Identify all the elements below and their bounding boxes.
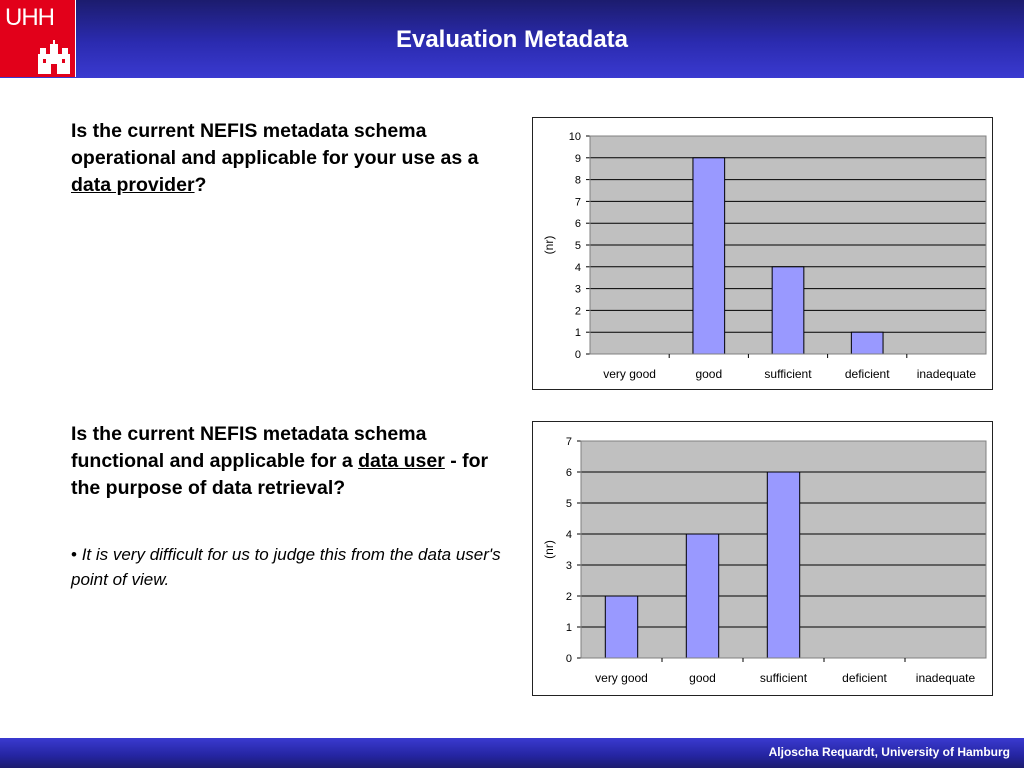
- y-tick-label: 3: [566, 560, 572, 572]
- note-paragraph: • It is very difficult for us to judge t…: [71, 542, 511, 592]
- question1-underlined: data provider: [71, 174, 195, 196]
- chart-data-provider-svg: 0 1 2 3 4 5 6 7 8 9 10 very good good sufficient defic…: [542, 131, 987, 381]
- y-tick-label: 4: [566, 529, 572, 541]
- logo-text: UHH: [5, 4, 55, 31]
- bar-deficient: [850, 331, 884, 355]
- y-tick-label: 1: [575, 327, 581, 339]
- header-bar: UHH Evaluation Metadata: [0, 0, 1024, 78]
- footer-credit: Aljoscha Requardt, University of Hamburg: [768, 745, 1010, 759]
- x-category-label: sufficient: [764, 367, 812, 381]
- y-tick-label: 7: [566, 436, 572, 448]
- bar-sufficient: [766, 471, 801, 659]
- plot-border: [580, 440, 987, 659]
- question2-end: - for the purpose of data retrieval?: [71, 450, 489, 499]
- y-tick-label: 10: [569, 131, 581, 143]
- y-tick-label: 2: [566, 591, 572, 603]
- y-tick-label: 6: [575, 218, 581, 230]
- x-category-label: good: [695, 367, 722, 381]
- question2-underlined: data user: [358, 450, 445, 472]
- y-tick-label: 0: [566, 653, 572, 665]
- y-tick-label: 9: [575, 153, 581, 165]
- question-data-user: Is the current NEFIS metadata schema fun…: [71, 421, 511, 502]
- question1-end: ?: [194, 174, 207, 196]
- y-tick-label: 6: [566, 467, 572, 479]
- x-category-label: inadequate: [917, 367, 977, 381]
- x-category-label: very good: [603, 367, 656, 381]
- y-tick-label: 8: [575, 175, 581, 187]
- y-tick-label: 3: [575, 284, 581, 296]
- bar-good: [692, 157, 726, 355]
- bar-good: [685, 533, 720, 659]
- question-data-provider: Is the current NEFIS metadata schema ope…: [71, 118, 511, 199]
- y-axis-label: (nr): [542, 540, 556, 559]
- page-title: Evaluation Metadata: [395, 26, 629, 53]
- plot-border: [589, 135, 987, 355]
- x-category-label: very good: [595, 671, 648, 685]
- bar-very-good: [604, 595, 639, 659]
- y-tick-label: 4: [575, 262, 581, 274]
- bar-sufficient: [771, 266, 805, 355]
- y-tick-label: 1: [566, 622, 572, 634]
- note-bullet: •: [71, 545, 77, 564]
- castle-icon: [38, 40, 70, 74]
- chart-data-user: 0 1 2 3 4 5 6 7 very good good sufficient deficient…: [532, 421, 993, 696]
- x-category-label: good: [689, 671, 716, 685]
- x-category-label: deficient: [842, 671, 887, 685]
- x-category-label: sufficient: [760, 671, 808, 685]
- y-tick-label: 5: [575, 240, 581, 252]
- chart-data-user-svg: 0 1 2 3 4 5 6 7 very good good sufficient deficient…: [542, 436, 987, 685]
- y-axis-label: (nr): [542, 236, 556, 255]
- note-text: It is very difficult for us to judge thi…: [71, 545, 501, 589]
- question1-text: Is the current NEFIS metadata schema ope…: [71, 120, 479, 169]
- question2-text: Is the current NEFIS metadata schema fun…: [71, 423, 427, 472]
- y-tick-label: 2: [575, 305, 581, 317]
- chart-data-provider: 0 1 2 3 4 5 6 7 8 9 10 very good good sufficient defic…: [532, 117, 993, 390]
- x-category-label: deficient: [845, 367, 890, 381]
- footer-bar: Aljoscha Requardt, University of Hamburg: [0, 738, 1024, 768]
- y-tick-label: 5: [566, 498, 572, 510]
- y-tick-label: 7: [575, 196, 581, 208]
- x-category-label: inadequate: [916, 671, 976, 685]
- university-logo: UHH: [0, 0, 76, 77]
- y-tick-label: 0: [575, 349, 581, 361]
